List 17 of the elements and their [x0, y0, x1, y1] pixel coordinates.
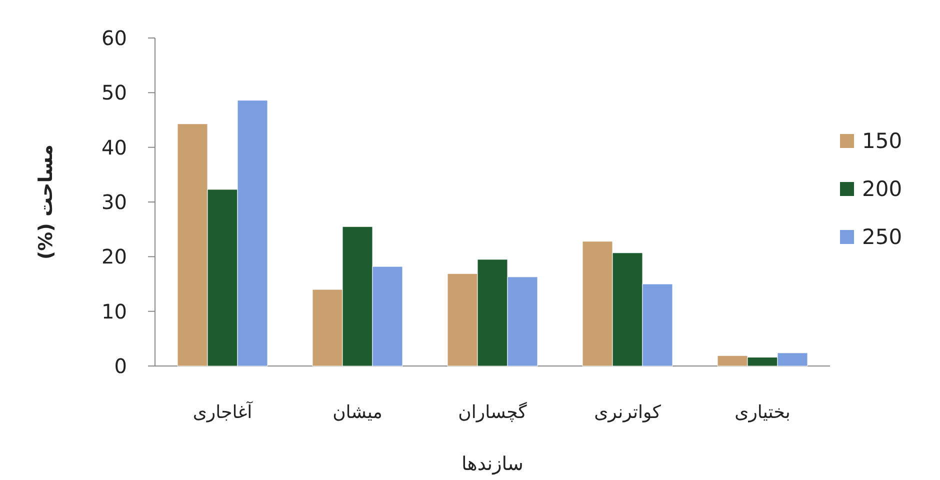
y-axis-title: مساحت (%): [35, 144, 57, 260]
y-tick-label: 60: [102, 26, 127, 50]
y-tick-label: 40: [102, 135, 127, 160]
x-tick-label: آغاجاری: [192, 401, 254, 423]
y-tick-label: 30: [102, 190, 127, 214]
x-tick-label: گچساران: [458, 401, 528, 423]
y-tick-label: 20: [102, 244, 127, 269]
x-tick-label: میشان: [332, 402, 382, 423]
legend-label: 250: [862, 225, 902, 249]
x-tick-label: کواترنری: [594, 402, 662, 423]
x-axis-title: سازندها: [462, 453, 524, 475]
legend-label: 150: [862, 129, 902, 153]
y-tick-label: 0: [114, 354, 127, 378]
y-tick-label: 50: [102, 80, 127, 105]
y-tick-label: 10: [102, 299, 127, 324]
x-tick-label: بختیاری: [734, 402, 790, 423]
legend-label: 200: [862, 177, 902, 201]
